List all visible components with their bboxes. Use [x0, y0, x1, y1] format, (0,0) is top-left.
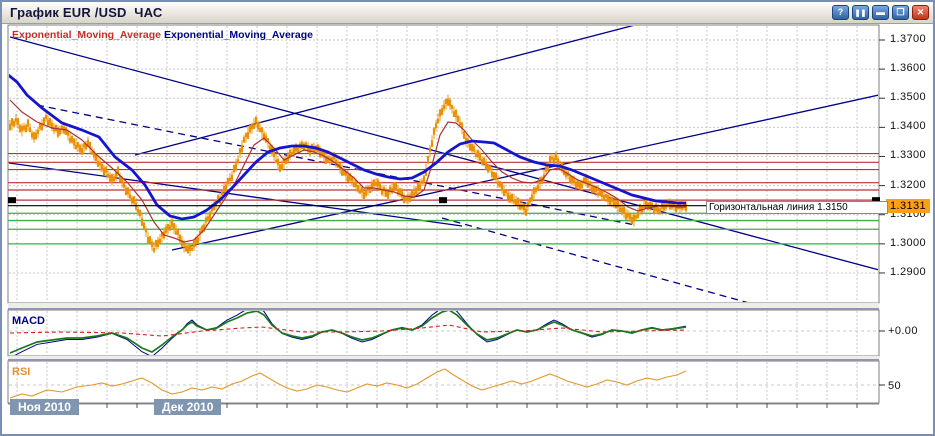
window-buttons: ? ❚❚ ▬ ❐ ✕ — [832, 5, 929, 20]
hline-handle[interactable] — [872, 197, 880, 204]
price-tick-label: 1.3600 — [890, 62, 927, 75]
ema-red-label: Exponential_Moving_Average — [12, 29, 161, 41]
price-tick-label: 1.2900 — [890, 265, 927, 278]
macd-axis-label: +0.00 — [888, 325, 918, 337]
price-tick-label: 1.3300 — [890, 149, 927, 162]
month-badge: Дек 2010 — [154, 399, 222, 415]
hline-handle[interactable] — [8, 197, 16, 204]
help-button[interactable]: ? — [832, 5, 849, 20]
close-button[interactable]: ✕ — [912, 5, 929, 20]
price-tick-label: 1.3000 — [890, 236, 927, 249]
price-tick-label: 1.3500 — [890, 91, 927, 104]
minimize-icon: ▬ — [876, 7, 885, 17]
close-icon: ✕ — [916, 7, 925, 17]
window-title: График EUR /USD ЧАС — [10, 5, 163, 20]
hline-handle[interactable] — [439, 197, 447, 204]
price-tick-label: 1.3200 — [890, 178, 927, 191]
chart-canvas[interactable] — [4, 24, 935, 436]
maximize-button[interactable]: ❐ — [892, 5, 909, 20]
month-badge: Ноя 2010 — [10, 399, 79, 415]
price-tick-label: 1.3700 — [890, 33, 927, 45]
hline-tooltip: Горизонтальная линия 1.3150 — [706, 201, 888, 215]
title-bar[interactable]: График EUR /USD ЧАС ? ❚❚ ▬ ❐ ✕ — [2, 2, 933, 24]
pause-button[interactable]: ❚❚ — [852, 5, 869, 20]
rsi-label: RSI — [12, 366, 31, 378]
maximize-icon: ❐ — [896, 7, 905, 17]
ema-blue-label: Exponential_Moving_Average — [164, 29, 313, 41]
rsi-axis-label: 50 — [888, 380, 902, 392]
chart-client-area[interactable]: Exponential_Moving_Average Exponential_M… — [4, 24, 931, 432]
current-price-tag: 1.3131 — [886, 198, 931, 213]
question-icon: ? — [837, 7, 844, 17]
pause-icon: ❚❚ — [854, 10, 867, 17]
price-tick-label: 1.3400 — [890, 120, 927, 133]
minimize-button[interactable]: ▬ — [872, 5, 889, 20]
macd-label: MACD — [12, 315, 45, 327]
